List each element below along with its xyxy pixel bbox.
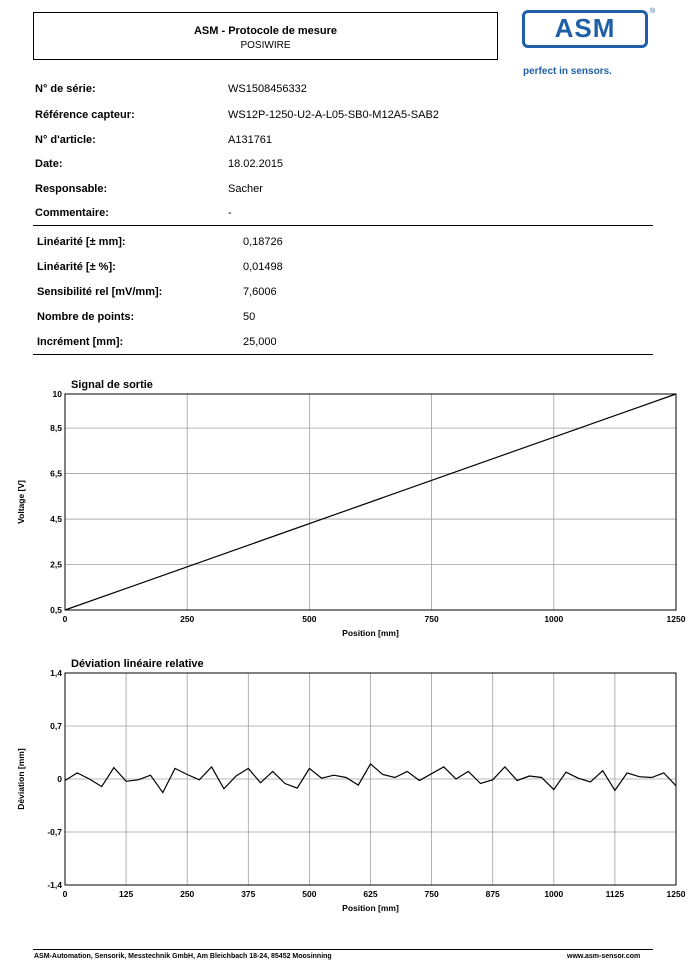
output-signal-chart: Signal de sortie 0 250 500 750 1000 1250 10 8,5 6… [16,379,686,638]
x-tick-label: 0 [63,889,68,899]
chart-title: Signal de sortie [71,379,153,391]
comment-label: Commentaire: [35,207,109,219]
point-count-value: 50 [243,311,256,323]
series-line [64,393,677,611]
footer-website: www.asm-sensor.com [567,953,641,960]
asm-logo: ASM [522,10,648,48]
point-count-label: Nombre de points: [37,311,135,323]
series-line [64,762,677,794]
x-tick-label: 250 [180,614,194,624]
article-number-value: A131761 [228,134,273,146]
x-tick-label: 625 [363,889,377,899]
divider-bottom [33,354,653,355]
sensitivity-label: Sensibilité rel [mV/mm]: [37,286,163,298]
x-tick-label: 1250 [667,614,686,624]
linearity-mm-value: 0,18726 [243,236,283,248]
increment-label: Incrément [mm]: [37,336,124,348]
x-tick-label: 875 [486,889,500,899]
x-tick-label: 750 [425,889,439,899]
y-axis-label: Voltage [V] [16,480,26,524]
plot-frame [64,393,677,611]
y-tick-label: 0,7 [50,721,62,731]
y-axis-label: Déviation [mm] [16,748,26,810]
linearity-mm-label: Linéarité [± mm]: [37,236,126,248]
y-tick-label: 10 [53,389,63,399]
y-tick-label: 6,5 [50,469,62,479]
x-axis-label: Position [mm] [342,628,399,638]
x-tick-label: 0 [63,614,68,624]
linearity-percent-value: 0,01498 [243,261,283,273]
date-value: 18.02.2015 [228,158,284,170]
y-tick-label: -1,4 [47,880,62,890]
sensor-reference-value: WS12P-1250-U2-A-L05-SB0-M12A5-SAB2 [228,109,439,121]
x-tick-label: 750 [425,614,439,624]
y-tick-label: -0,7 [47,827,62,837]
article-number-label: N° d'article: [35,134,96,146]
linearity-percent-label: Linéarité [± %]: [37,261,116,273]
y-tick-label: 4,5 [50,514,62,524]
x-tick-label: 250 [180,889,194,899]
x-tick-label: 1000 [544,889,563,899]
sensitivity-value: 7,6006 [243,286,277,298]
y-tick-label: 1,4 [50,668,62,678]
x-axis-label: Position [mm] [342,903,399,913]
responsible-value: Sacher [228,183,263,195]
y-tick-label: 0 [57,774,62,784]
plot-frame [64,672,677,886]
x-tick-label: 1125 [606,889,625,899]
linear-deviation-chart: Déviation linéaire relative 0 125 250 375 500… [16,658,686,913]
sensor-reference-label: Référence capteur: [35,109,135,121]
footer-address: ASM-Automation, Sensorik, Messtechnik Gm… [34,953,332,960]
footer-divider [33,949,653,950]
x-tick-label: 125 [119,889,133,899]
y-tick-label: 2,5 [50,560,62,570]
document-title: ASM - Protocole de mesure [193,25,338,37]
date-label: Date: [35,158,63,170]
comment-value: - [228,207,232,219]
y-tick-label: 8,5 [50,423,62,433]
header-box: ASM - Protocole de mesure POSIWIRE [33,12,498,60]
x-tick-label: 1250 [667,889,686,899]
x-tick-label: 1000 [544,614,563,624]
increment-value: 25,000 [243,336,277,348]
x-tick-label: 375 [241,889,255,899]
divider-top [33,225,653,226]
serial-number-label: N° de série: [35,83,96,95]
brand-tagline: perfect in sensors. [523,66,612,77]
registered-mark: ® [650,8,656,15]
responsible-label: Responsable: [35,183,108,195]
x-tick-label: 500 [302,889,316,899]
y-tick-label: 0,5 [50,605,62,615]
x-tick-label: 500 [302,614,316,624]
product-name: POSIWIRE [240,40,291,51]
chart-title: Déviation linéaire relative [71,658,204,670]
serial-number-value: WS1508456332 [228,83,307,95]
